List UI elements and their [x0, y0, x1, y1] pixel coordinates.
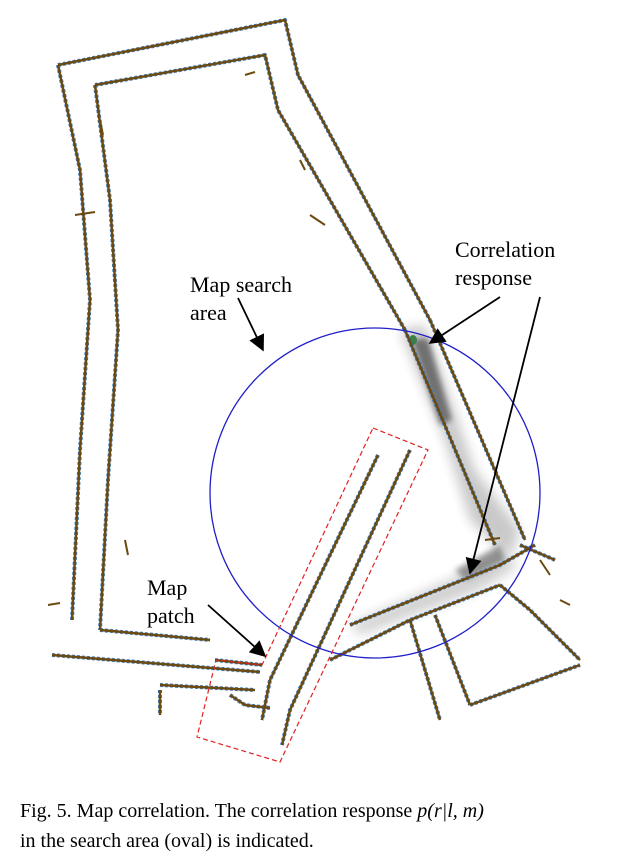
- caption-line-2: in the search area (oval) is indicated.: [20, 830, 314, 852]
- patch-label-line1: Map: [147, 575, 188, 600]
- caption-text-1: Fig. 5. Map correlation. The correlation…: [20, 800, 418, 822]
- search-area-oval: [209, 327, 541, 659]
- correlation-arrow-lower: [465, 296, 541, 575]
- map-patch-box: [196, 427, 429, 763]
- caption-line-1: Fig. 5. Map correlation. The correlation…: [20, 796, 620, 826]
- correlation-label-line2: response: [455, 265, 532, 290]
- patch-label-line2: patch: [147, 603, 195, 628]
- map-walls: [47, 18, 582, 746]
- search-label-line2: area: [190, 300, 227, 325]
- map-search-area-label: Map search area: [190, 271, 292, 327]
- caption-formula: p(r|l, m): [417, 800, 484, 822]
- correlation-label-line1: Correlation: [455, 237, 556, 262]
- figure-caption: Fig. 5. Map correlation. The correlation…: [20, 796, 620, 856]
- correlation-response-label: Correlation response: [455, 236, 555, 292]
- map-figure: [47, 18, 582, 763]
- search-area-arrow: [237, 297, 264, 352]
- search-label-line1: Map search: [190, 272, 293, 297]
- map-patch-label: Map patch: [147, 574, 195, 630]
- correlation-arrow-upper: [428, 296, 501, 344]
- map-patch-arrow: [207, 604, 267, 658]
